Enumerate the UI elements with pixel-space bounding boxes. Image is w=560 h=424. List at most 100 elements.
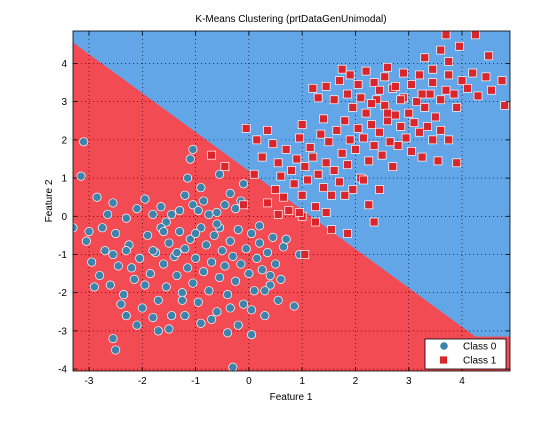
x-tick-label: 1 [299,376,305,387]
point-class-0 [183,263,193,273]
point-class-1 [345,135,355,145]
x-tick-label: 4 [459,376,465,387]
point-class-1 [417,152,427,162]
point-class-0 [222,328,233,338]
point-class-1 [252,135,262,145]
point-class-0 [111,345,121,355]
point-class-0 [254,238,265,248]
legend-marker-class-0 [439,341,449,351]
point-class-1 [377,150,387,160]
point-class-0 [209,230,219,240]
point-class-0 [129,274,139,284]
point-class-1 [340,190,350,200]
point-class-1 [311,217,320,227]
point-class-1 [393,141,403,150]
point-class-0 [84,227,94,237]
point-class-1 [441,31,451,40]
point-class-1 [364,156,374,166]
point-class-0 [257,265,267,275]
point-class-1 [369,141,379,150]
point-class-0 [121,311,131,321]
point-class-1 [471,31,480,40]
point-class-0 [164,324,174,334]
point-class-0 [153,295,163,305]
point-class-1 [415,70,424,80]
point-class-1 [468,68,478,78]
point-class-0 [167,209,177,219]
point-class-0 [220,200,230,210]
point-class-1 [452,103,462,112]
point-class-0 [148,312,158,323]
point-class-0 [180,244,190,254]
point-class-0 [108,198,118,208]
point-class-0 [191,228,201,239]
point-class-0 [116,299,126,309]
point-class-1 [375,85,384,95]
point-class-0 [225,188,235,198]
point-class-1 [369,217,379,227]
point-class-0 [167,311,177,321]
point-class-0 [246,305,257,315]
point-class-1 [436,95,446,105]
point-class-1 [313,169,323,179]
point-class-1 [327,190,336,200]
point-class-1 [289,179,299,189]
point-class-1 [287,166,296,175]
point-class-1 [420,53,430,63]
point-class-0 [132,320,142,330]
point-class-1 [396,95,406,105]
point-class-1 [428,135,438,145]
point-class-1 [249,169,259,179]
point-class-1 [329,166,339,175]
point-class-1 [319,114,328,124]
point-class-1 [343,160,352,170]
point-class-0 [193,206,203,216]
point-class-0 [100,246,110,256]
point-class-1 [452,158,462,168]
point-class-0 [132,204,142,214]
point-class-0 [268,232,278,242]
point-class-1 [297,120,307,129]
point-class-1 [239,200,248,210]
point-class-0 [276,274,286,284]
point-class-0 [180,311,190,321]
point-class-1 [473,91,483,101]
point-class-1 [295,208,304,217]
point-class-1 [241,124,251,133]
point-class-1 [436,45,446,55]
point-class-0 [270,259,281,269]
point-class-0 [196,183,206,193]
point-class-1 [297,190,307,200]
point-class-0 [121,246,131,256]
point-class-0 [81,236,91,246]
point-class-1 [481,72,491,82]
point-class-1 [295,133,304,143]
point-class-1 [308,83,318,93]
point-class-0 [119,290,129,300]
point-class-1 [257,152,267,162]
point-class-0 [111,228,121,239]
point-class-0 [228,251,238,261]
point-class-1 [263,125,272,135]
point-class-1 [316,129,326,139]
point-class-1 [436,125,446,135]
point-class-1 [327,225,336,235]
point-class-0 [262,248,273,258]
point-class-1 [455,41,464,51]
point-class-0 [246,330,257,340]
point-class-0 [212,219,222,229]
point-class-0 [254,221,265,231]
point-class-0 [185,234,195,244]
y-tick-label: -3 [58,326,67,337]
point-class-0 [121,213,131,223]
point-class-0 [185,154,195,164]
point-class-1 [263,198,272,208]
point-class-1 [423,122,432,131]
point-class-1 [319,183,328,192]
point-class-1 [271,185,280,194]
point-class-1 [345,70,355,80]
point-class-0 [103,209,113,219]
point-class-1 [444,57,454,66]
